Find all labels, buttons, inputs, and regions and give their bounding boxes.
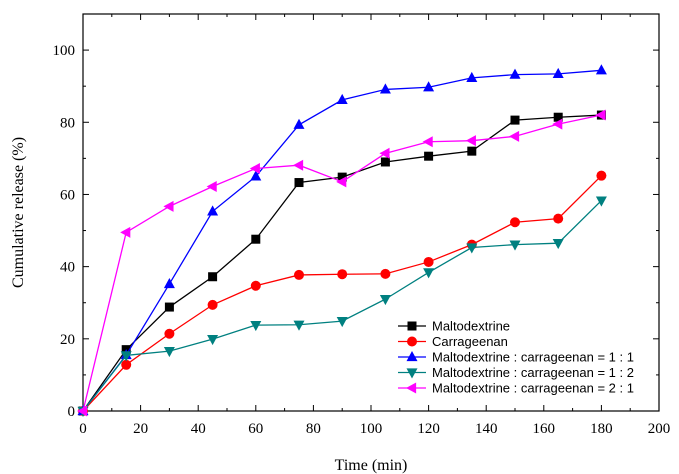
x-tick-label: 60 xyxy=(248,421,263,437)
data-point xyxy=(207,335,219,346)
data-point xyxy=(552,67,564,79)
y-axis-label: Cumulative release (%) xyxy=(10,137,27,288)
data-point xyxy=(336,176,347,188)
legend-marker xyxy=(407,336,417,347)
x-axis-ticks: 0 20 40 60 80 100 120 140 160 180 200 xyxy=(79,14,670,437)
data-point xyxy=(467,146,477,156)
data-point xyxy=(293,118,305,129)
data-point xyxy=(552,118,563,130)
y-axis-ticks: 0 20 40 60 80 100 xyxy=(53,13,659,420)
data-point xyxy=(553,112,563,122)
x-tick-label: 160 xyxy=(533,421,556,437)
legend-item: Carrageenan xyxy=(398,334,508,349)
y-tick-label: 100 xyxy=(53,43,76,59)
data-point xyxy=(379,147,390,159)
legend-marker xyxy=(406,382,417,394)
data-point xyxy=(423,268,435,279)
data-point xyxy=(465,135,476,147)
legend-item: Maltodextrine xyxy=(398,319,510,334)
x-tick-label: 140 xyxy=(475,421,498,437)
x-tick-label: 100 xyxy=(360,421,383,437)
data-point xyxy=(207,299,218,310)
data-point xyxy=(251,234,261,244)
y-tick-label: 40 xyxy=(60,260,75,276)
data-point xyxy=(207,205,219,216)
data-point xyxy=(163,346,175,358)
data-point xyxy=(164,328,175,339)
legend-item: Maltodextrine : carrageenan = 1 : 2 xyxy=(398,365,634,380)
data-point xyxy=(380,157,390,167)
data-point xyxy=(336,317,348,328)
data-point xyxy=(595,109,606,121)
data-point xyxy=(466,71,478,83)
x-axis-label: Time (min) xyxy=(335,457,408,474)
x-tick-label: 80 xyxy=(306,421,321,437)
data-point xyxy=(120,351,132,362)
data-point xyxy=(336,93,348,105)
data-point xyxy=(552,239,564,250)
data-point xyxy=(77,405,88,417)
data-point xyxy=(121,359,132,370)
series-layer xyxy=(77,64,607,417)
data-point xyxy=(337,172,347,182)
data-point xyxy=(294,269,304,280)
data-point xyxy=(509,240,521,251)
data-point xyxy=(379,83,391,94)
data-point xyxy=(163,200,174,212)
legend-marker xyxy=(406,351,418,362)
data-point xyxy=(423,256,434,267)
data-point xyxy=(163,277,175,289)
x-tick-label: 200 xyxy=(648,421,671,437)
legend-marker xyxy=(407,321,417,331)
y-tick-label: 80 xyxy=(60,115,75,131)
data-point xyxy=(164,302,174,312)
data-point xyxy=(249,162,260,174)
x-tick-label: 0 xyxy=(79,421,87,437)
legend-label: Maltodextrine : carrageenan = 1 : 1 xyxy=(432,350,634,365)
data-point xyxy=(380,268,391,279)
data-point xyxy=(422,136,433,148)
series-5 xyxy=(77,109,606,417)
data-point xyxy=(596,170,607,181)
series-2 xyxy=(78,170,607,416)
data-point xyxy=(120,226,131,238)
data-point xyxy=(423,81,435,92)
data-point xyxy=(293,159,304,171)
x-tick-label: 40 xyxy=(191,421,206,437)
legend-label: Carrageenan xyxy=(432,334,508,349)
legend-marker xyxy=(406,368,418,379)
x-tick-label: 20 xyxy=(133,421,148,437)
y-tick-label: 20 xyxy=(60,332,75,348)
data-point xyxy=(250,320,262,332)
data-point xyxy=(553,213,564,224)
legend-label: Maltodextrine xyxy=(432,319,510,334)
data-point xyxy=(510,217,520,228)
data-point xyxy=(466,243,478,254)
series-4 xyxy=(77,196,607,417)
x-tick-label: 120 xyxy=(417,421,440,437)
x-tick-label: 180 xyxy=(590,421,613,437)
legend-label: Maltodextrine : carrageenan = 1 : 2 xyxy=(432,365,634,380)
data-point xyxy=(250,280,261,291)
data-point xyxy=(510,115,520,125)
legend-item: Maltodextrine : carrageenan = 1 : 1 xyxy=(398,350,634,365)
data-point xyxy=(250,170,262,181)
data-point xyxy=(293,320,305,331)
y-tick-label: 0 xyxy=(68,404,76,420)
legend-label: Maltodextrine : carrageenan = 2 : 1 xyxy=(432,381,634,396)
data-point xyxy=(208,272,218,282)
data-point xyxy=(595,196,607,207)
data-point xyxy=(337,269,348,280)
data-point xyxy=(595,64,607,75)
data-point xyxy=(509,130,520,142)
data-point xyxy=(424,151,434,161)
legend-item: Maltodextrine : carrageenan = 2 : 1 xyxy=(398,381,634,396)
data-point xyxy=(509,68,521,79)
data-point xyxy=(294,178,304,188)
data-point xyxy=(206,181,217,193)
y-tick-label: 60 xyxy=(60,187,75,203)
data-point xyxy=(379,294,391,306)
